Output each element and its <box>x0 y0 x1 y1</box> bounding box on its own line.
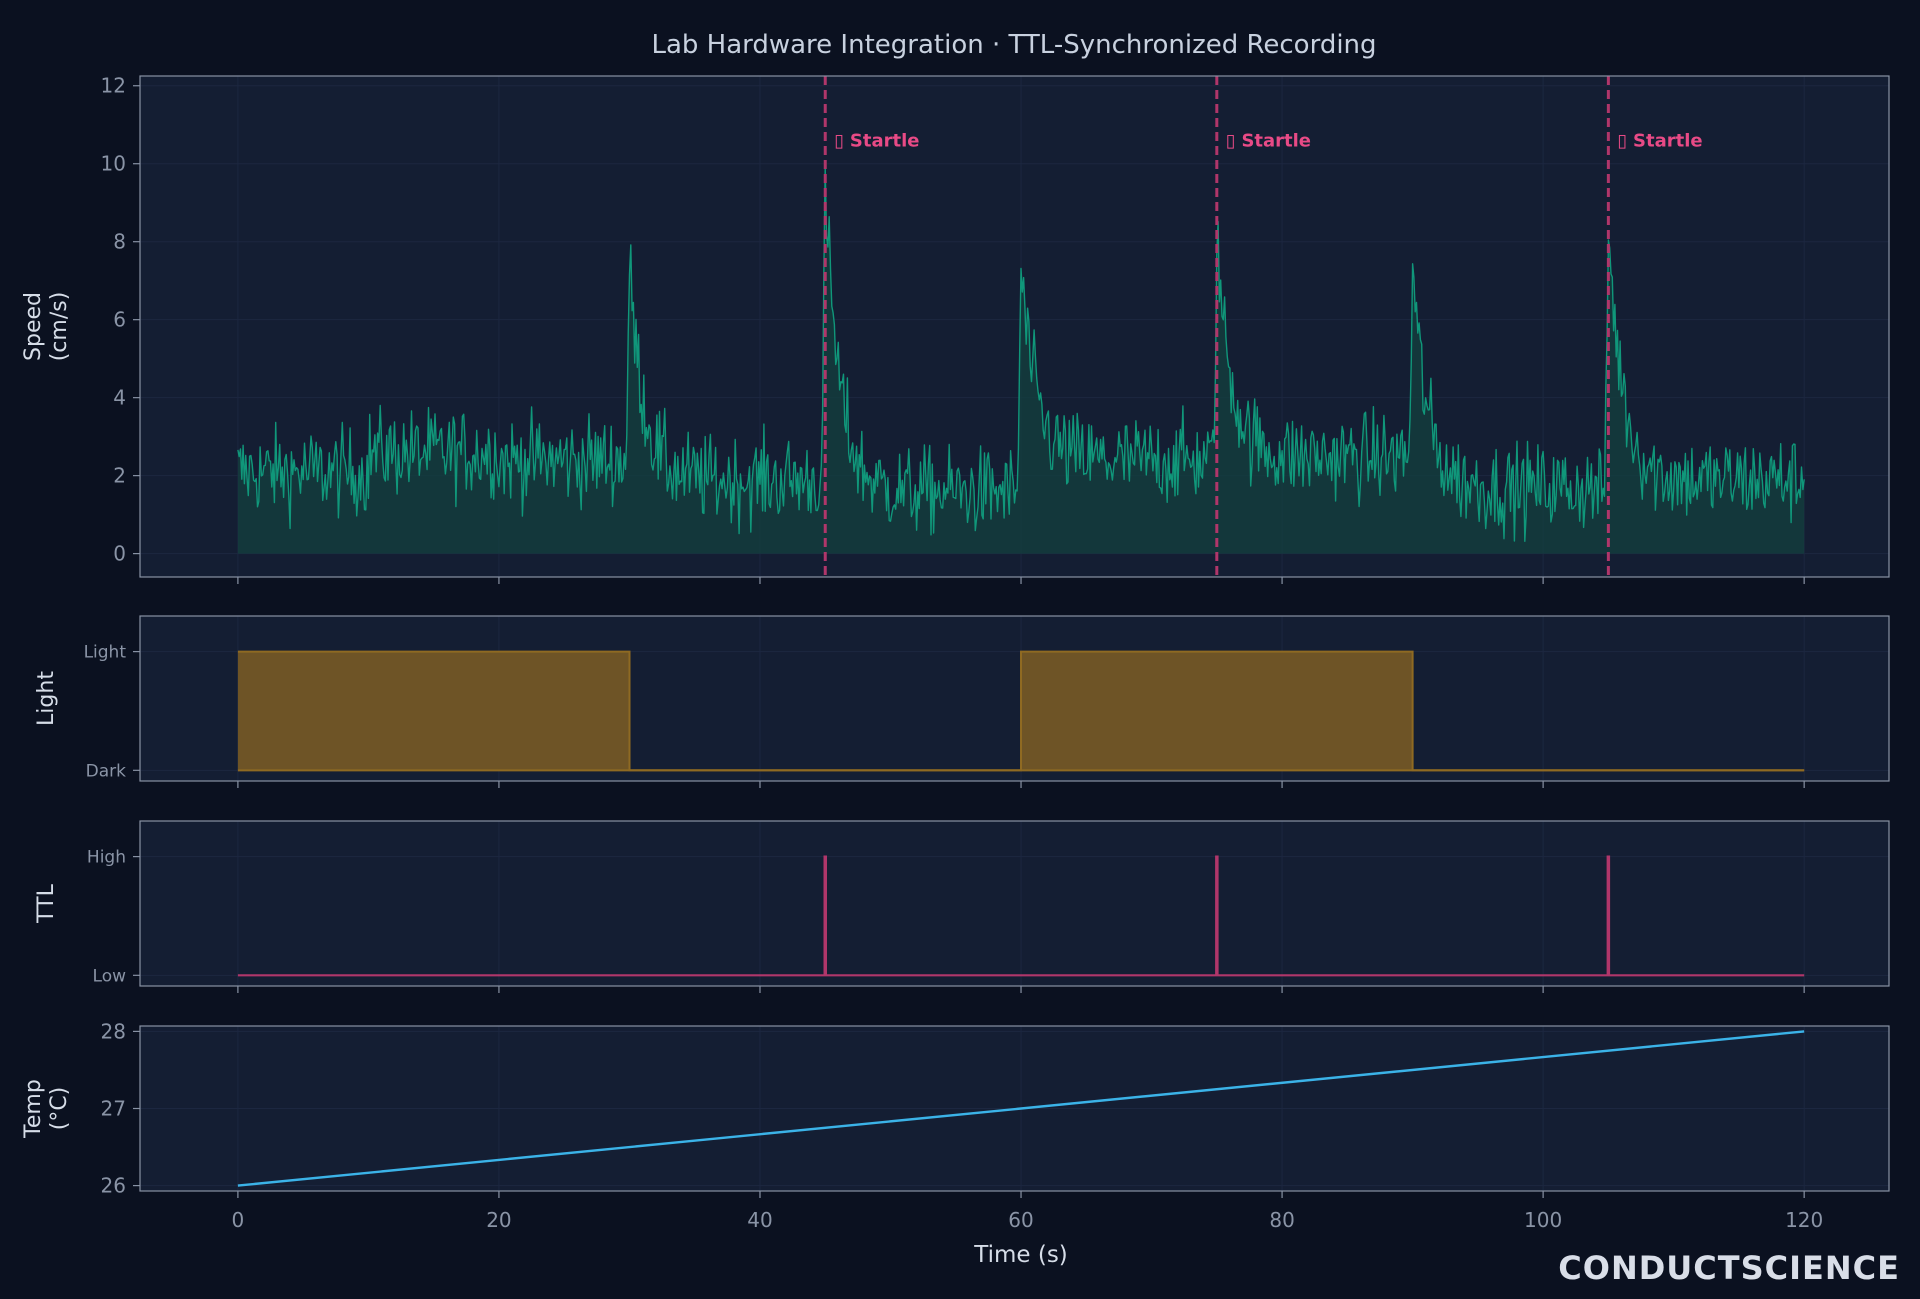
y-tick-label: High <box>87 848 126 868</box>
y-tick-label: 28 <box>101 1019 126 1043</box>
panel-background-ttl <box>140 821 1889 986</box>
startle-label: ▯ Startle <box>1617 130 1702 151</box>
light-step-line <box>237 650 1805 772</box>
y-axis-label-temp: Temp(°C) <box>21 1079 72 1139</box>
subplots: ▯ Startle ▯ Startle ▯ Startle 0 2 4 6 8 10 12 Spee… <box>21 74 1890 1268</box>
y-tick-label: 4 <box>113 386 126 410</box>
y-tick-label: 27 <box>101 1097 126 1121</box>
y-tick-label: 8 <box>113 230 126 254</box>
y-axis-label-speed: Speed(cm/s) <box>21 292 72 362</box>
x-tick-label: 100 <box>1524 1208 1562 1232</box>
y-tick-label: 10 <box>101 152 126 176</box>
y-tick-label: 26 <box>101 1174 126 1198</box>
axes-frame-ttl <box>139 820 1890 987</box>
y-axis-label-ttl: TTL <box>34 883 59 923</box>
speed-line <box>237 165 1805 542</box>
y-tick-label: 0 <box>113 542 126 566</box>
subplot-light: Dark Light Light <box>34 615 1890 788</box>
x-tick-label: 120 <box>1785 1208 1823 1232</box>
axes-frame-speed <box>139 75 1890 578</box>
axes-frame-light <box>139 615 1890 782</box>
speed-fill <box>237 166 1805 554</box>
x-axis-label: Time (s) <box>973 1242 1068 1268</box>
ttl-line <box>237 855 1805 977</box>
y-tick-label: Light <box>84 643 127 663</box>
subplot-speed: ▯ Startle ▯ Startle ▯ Startle 0 2 4 6 8 10 12 Spee… <box>21 74 1890 584</box>
conductscience-logo: CONDUCTSCIENCE <box>1558 1249 1900 1287</box>
x-tick-label: 80 <box>1269 1208 1294 1232</box>
temp-line <box>237 1030 1805 1187</box>
subplot-ttl: Low High TTL <box>34 820 1890 993</box>
y-tick-label: 6 <box>113 308 126 332</box>
x-tick-label: 0 <box>232 1208 245 1232</box>
y-tick-label: 2 <box>113 464 126 488</box>
y-tick-label: Dark <box>86 761 126 781</box>
figure-title: Lab Hardware Integration · TTL-Synchroni… <box>651 30 1376 60</box>
y-tick-label: Low <box>93 966 127 986</box>
startle-label: ▯ Startle <box>1226 130 1311 151</box>
x-tick-label: 60 <box>1008 1208 1033 1232</box>
startle-label: ▯ Startle <box>834 130 919 151</box>
x-tick-label: 20 <box>486 1208 511 1232</box>
y-axis-label-light: Light <box>34 671 59 726</box>
grid-speed <box>140 76 1889 577</box>
light-on-period <box>1021 651 1413 771</box>
y-tick-label: 12 <box>101 74 126 98</box>
light-on-period <box>237 651 630 771</box>
x-tick-label: 40 <box>747 1208 772 1232</box>
subplot-temp: 26 27 28 Temp(°C) 0 20 40 60 80 100 120 Time (s) <box>21 1019 1890 1268</box>
